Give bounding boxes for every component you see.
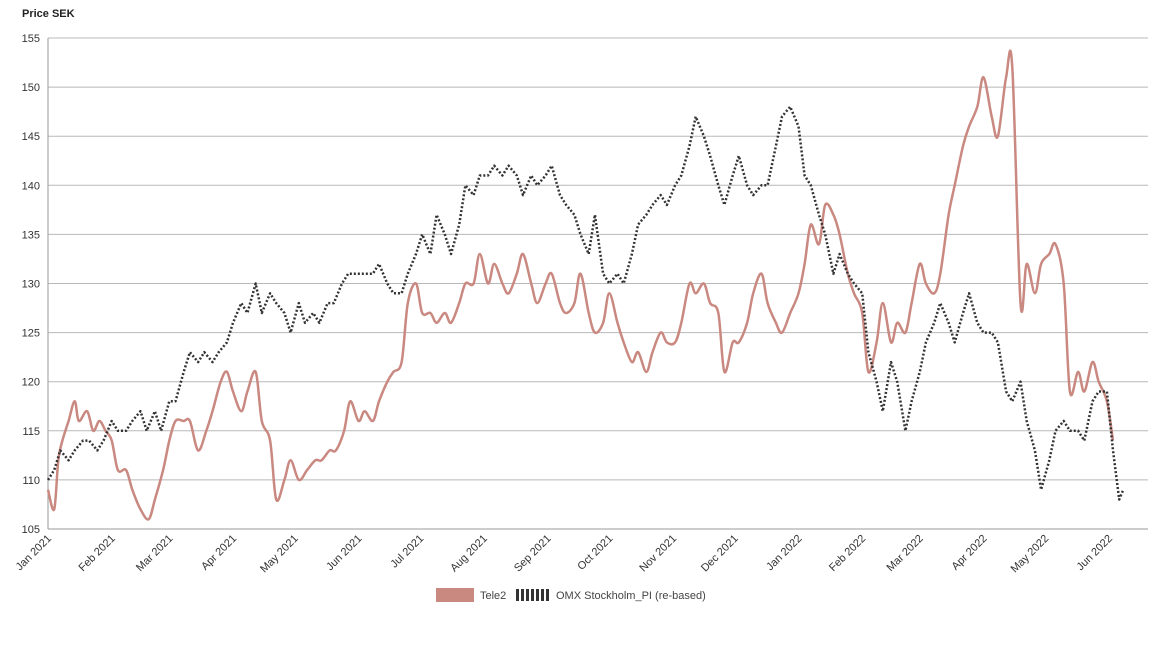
x-tick-label: Apr 2021 [199, 533, 239, 573]
y-tick-label: 150 [22, 82, 40, 94]
x-tick-label: Jul 2021 [388, 533, 426, 571]
x-tick-label: Feb 2022 [827, 533, 868, 574]
legend-label-omx: OMX Stockholm_PI (re-based) [556, 590, 706, 602]
x-tick-labels: Jan 2021 Feb 2021 Mar 2021 Apr 2021 May 2021… [14, 533, 1115, 576]
y-tick-label: 130 [22, 279, 40, 291]
x-tick-label: Oct 2021 [575, 533, 615, 573]
y-tick-label: 155 [22, 33, 40, 45]
y-tick-label: 145 [22, 131, 40, 143]
x-tick-label: Jan 2022 [764, 533, 804, 573]
legend-swatch-tele2 [436, 588, 474, 602]
x-tick-label: Feb 2021 [77, 533, 118, 574]
legend: Tele2 OMX Stockholm_PI (re-based) [436, 588, 706, 602]
x-tick-label: Sep 2021 [512, 533, 554, 575]
series-lines [46, 49, 1125, 521]
legend-label-tele2: Tele2 [480, 590, 506, 602]
y-tick-label: 115 [22, 426, 40, 438]
x-tick-label: Nov 2021 [637, 533, 679, 575]
y-tick-label: 125 [22, 328, 40, 340]
x-tick-label: May 2021 [258, 533, 301, 576]
y-tick-label: 105 [22, 524, 40, 536]
y-tick-labels: 105 110 115 120 125 130 135 140 145 150 155 [22, 33, 40, 536]
y-tick-label: 140 [22, 180, 40, 192]
x-tick-label: Apr 2022 [950, 533, 990, 573]
x-tick-label: Jun 2022 [1075, 533, 1115, 573]
x-tick-label: Aug 2021 [448, 533, 490, 575]
y-tick-label: 120 [22, 377, 40, 389]
x-tick-label: Dec 2021 [699, 533, 741, 575]
series-line-0 [46, 49, 1115, 521]
y-axis-label: Price SEK [22, 8, 75, 20]
y-tick-label: 110 [22, 475, 40, 487]
series-line-1 [46, 105, 1125, 501]
x-tick-label: May 2022 [1009, 533, 1052, 576]
gridlines [47, 37, 1148, 530]
x-tick-label: Jun 2021 [324, 533, 364, 573]
x-tick-label: Mar 2021 [134, 533, 175, 574]
x-tick-label: Mar 2022 [885, 533, 926, 574]
x-tick-label: Jan 2021 [14, 533, 54, 573]
y-tick-label: 135 [22, 229, 40, 241]
